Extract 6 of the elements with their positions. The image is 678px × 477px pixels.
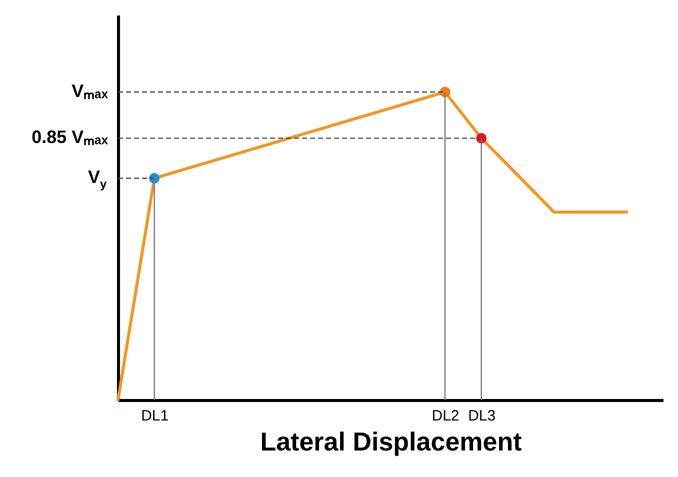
x-tick-label: DL1 [141, 408, 169, 424]
ref-line-label: Vₘₐₓ [72, 81, 108, 101]
x-tick-label: DL3 [468, 408, 496, 424]
ref-line-label: 0.85 Vₘₐₓ [32, 127, 108, 148]
x-tick-label: DL2 [432, 408, 460, 424]
x-axis-title: Lateral Displacement [260, 426, 522, 456]
